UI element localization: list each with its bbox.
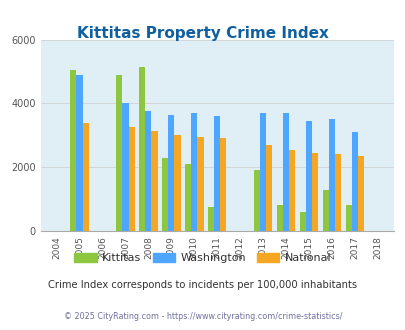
Bar: [345, 206, 351, 231]
Bar: [128, 127, 134, 231]
Bar: [299, 212, 305, 231]
Bar: [276, 206, 282, 231]
Bar: [162, 158, 168, 231]
Bar: [213, 116, 220, 231]
Bar: [185, 164, 191, 231]
Bar: [191, 113, 197, 231]
Bar: [168, 115, 174, 231]
Bar: [328, 119, 334, 231]
Bar: [311, 153, 318, 231]
Bar: [305, 121, 311, 231]
Text: Kittitas Property Crime Index: Kittitas Property Crime Index: [77, 26, 328, 41]
Bar: [174, 135, 180, 231]
Bar: [282, 113, 288, 231]
Bar: [197, 137, 203, 231]
Bar: [76, 75, 83, 231]
Bar: [357, 156, 363, 231]
Legend: Kittitas, Washington, National: Kittitas, Washington, National: [70, 248, 335, 268]
Bar: [70, 70, 76, 231]
Bar: [322, 189, 328, 231]
Text: Crime Index corresponds to incidents per 100,000 inhabitants: Crime Index corresponds to incidents per…: [48, 280, 357, 290]
Bar: [259, 113, 266, 231]
Bar: [266, 145, 272, 231]
Bar: [253, 170, 259, 231]
Bar: [122, 103, 128, 231]
Bar: [334, 154, 340, 231]
Bar: [351, 132, 357, 231]
Bar: [207, 207, 213, 231]
Bar: [83, 122, 89, 231]
Bar: [151, 130, 157, 231]
Text: © 2025 CityRating.com - https://www.cityrating.com/crime-statistics/: © 2025 CityRating.com - https://www.city…: [64, 312, 341, 321]
Bar: [116, 75, 122, 231]
Bar: [288, 150, 294, 231]
Bar: [220, 139, 226, 231]
Bar: [139, 67, 145, 231]
Bar: [145, 112, 151, 231]
